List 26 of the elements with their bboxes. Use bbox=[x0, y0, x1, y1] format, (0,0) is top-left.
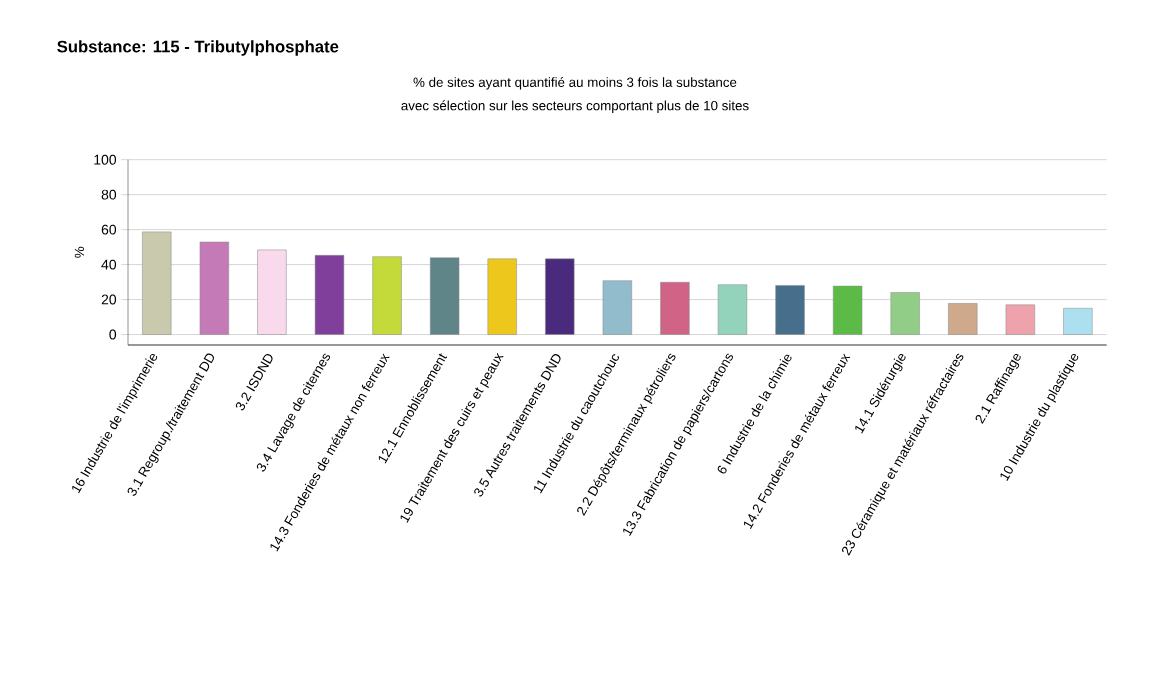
y-tick-label: 20 bbox=[101, 294, 117, 305]
bar bbox=[832, 285, 863, 335]
bar bbox=[545, 258, 575, 335]
y-tick-label: 100 bbox=[94, 154, 117, 165]
y-axis-title: % bbox=[74, 246, 85, 258]
bar bbox=[890, 292, 920, 335]
bar bbox=[602, 280, 632, 335]
bar bbox=[257, 249, 287, 335]
bar bbox=[775, 285, 805, 335]
chart-subtitle: % de sites ayant quantifié au moins 3 fois la substance avec sélection sur les secteurs comportant plus de 10 sites bbox=[401, 77, 749, 113]
bar bbox=[314, 255, 345, 335]
bar bbox=[199, 241, 230, 335]
bar bbox=[948, 303, 978, 335]
bar bbox=[142, 231, 172, 335]
bar bbox=[487, 258, 517, 335]
bar bbox=[660, 281, 690, 335]
y-tick-label: 0 bbox=[109, 329, 117, 340]
bar bbox=[1063, 308, 1093, 335]
y-tick-label: 60 bbox=[101, 224, 117, 235]
bar bbox=[429, 257, 460, 335]
bar bbox=[717, 284, 748, 335]
bar bbox=[1005, 304, 1035, 335]
y-tick-label: 80 bbox=[101, 189, 117, 200]
y-tick-label: 40 bbox=[101, 259, 117, 270]
chart-title: Substance: 115 - Tributylphosphate bbox=[57, 40, 339, 56]
bar bbox=[372, 256, 402, 335]
